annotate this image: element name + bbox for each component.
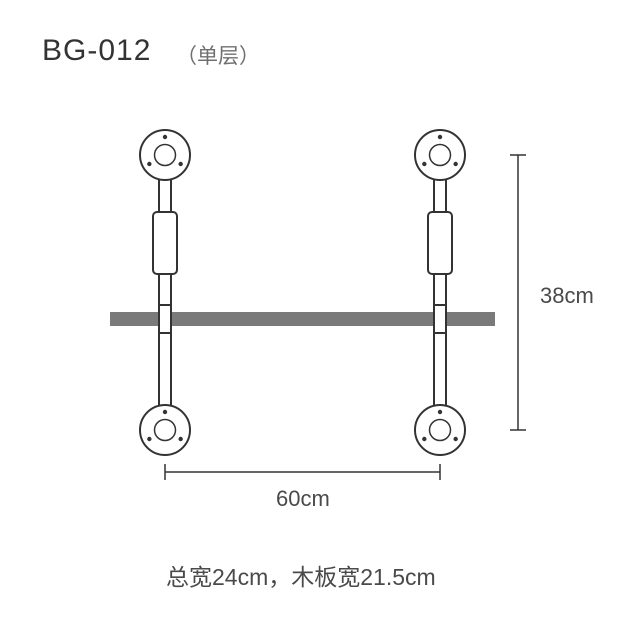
- footnote-dimensions: 总宽24cm，木板宽21.5cm: [166, 558, 436, 592]
- schematic-svg: [0, 0, 640, 640]
- diagram-canvas: BG-012 （单层） 38cm 60cm 总宽24cm，木板宽21.5cm: [0, 0, 640, 640]
- height-dimension-label: 38cm: [540, 283, 594, 309]
- width-dimension-label: 60cm: [276, 486, 330, 512]
